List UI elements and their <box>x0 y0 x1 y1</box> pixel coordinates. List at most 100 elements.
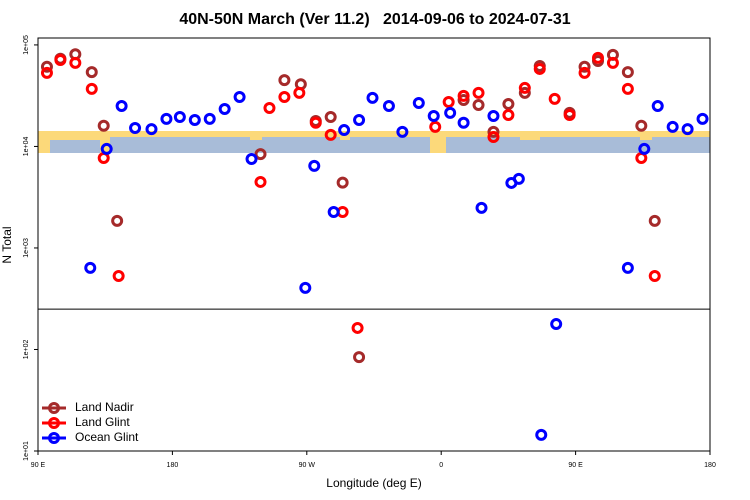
map-land <box>652 137 710 153</box>
legend-label: Land Nadir <box>75 400 134 414</box>
x-tick-label: 90 E <box>31 462 46 469</box>
data-point <box>548 92 561 105</box>
data-point <box>635 119 648 132</box>
data-point <box>621 82 634 95</box>
x-axis-label: Longitude (deg E) <box>326 476 421 490</box>
y-tick-label: 1e+04 <box>23 137 30 157</box>
data-point <box>145 123 158 136</box>
data-point <box>112 269 125 282</box>
data-point <box>442 96 455 109</box>
data-point <box>592 51 604 64</box>
data-point <box>533 62 546 75</box>
data-point <box>487 125 500 138</box>
data-point <box>651 100 664 113</box>
data-point <box>100 142 113 155</box>
data-point <box>518 81 531 94</box>
data-point <box>338 124 351 137</box>
x-tick-label: 0 <box>439 462 443 469</box>
data-point <box>278 90 291 103</box>
data-point <box>54 54 67 67</box>
data-point <box>457 89 470 102</box>
data-point <box>327 206 340 219</box>
legend-label: Land Glint <box>75 415 130 429</box>
data-point <box>353 114 366 127</box>
y-axis-label: N Total <box>0 226 14 263</box>
data-point <box>188 114 201 127</box>
data-point <box>382 100 395 113</box>
data-point <box>606 56 619 69</box>
map-land <box>350 137 430 153</box>
data-point <box>233 90 246 103</box>
data-point <box>40 66 53 79</box>
map-land <box>262 137 340 153</box>
plot-area: 90 E 180 90 W 0 90 E 180 1e+01 1e+02 1e+03 1e+04 1… <box>23 35 716 469</box>
data-point <box>351 321 364 334</box>
data-point <box>218 102 231 115</box>
chart-title: 40N-50N March (Ver 11.2) 2014-09-06 to 2… <box>179 11 570 28</box>
data-point <box>502 97 515 110</box>
data-point <box>40 60 53 73</box>
data-point <box>245 152 258 165</box>
data-point <box>324 128 337 141</box>
data-point <box>457 93 470 106</box>
data-point <box>69 56 82 69</box>
y-tick-label: 1e+05 <box>23 35 30 55</box>
legend-marker <box>48 417 60 429</box>
data-point <box>666 120 679 133</box>
data-point <box>621 261 634 274</box>
data-point <box>472 86 485 99</box>
x-tick-label: 90 W <box>299 462 316 469</box>
data-point <box>111 214 124 227</box>
map-land <box>340 140 350 153</box>
data-point <box>638 142 651 155</box>
data-point <box>429 120 442 133</box>
data-point <box>293 86 306 99</box>
data-point <box>254 175 267 188</box>
data-point <box>535 428 548 441</box>
y-tick-label: 1e+02 <box>23 340 30 360</box>
data-point <box>648 269 661 282</box>
map-land <box>540 137 640 153</box>
data-point <box>324 110 337 123</box>
data-point <box>336 176 349 189</box>
data-point <box>696 112 709 125</box>
data-point <box>366 91 379 104</box>
data-point <box>563 109 576 122</box>
data-point <box>412 96 425 109</box>
data-point <box>518 86 531 99</box>
data-point <box>475 201 488 214</box>
data-point <box>621 66 634 79</box>
plot-frame <box>37 37 711 452</box>
data-point <box>487 130 500 143</box>
map-land <box>50 140 100 153</box>
x-tick-label: 90 E <box>568 462 583 469</box>
data-point <box>203 112 216 125</box>
legend-label: Ocean Glint <box>75 430 139 444</box>
data-point <box>396 125 409 138</box>
data-point <box>84 261 97 274</box>
data-point <box>512 172 525 185</box>
data-point <box>85 82 98 95</box>
data-point <box>263 102 276 115</box>
legend-marker <box>48 402 60 414</box>
data-point <box>472 98 485 111</box>
data-point <box>309 116 322 129</box>
map-band <box>38 131 710 153</box>
data-point <box>681 123 694 136</box>
x-tick-label: 180 <box>704 462 716 469</box>
legend-marker <box>48 432 60 444</box>
data-point <box>173 110 186 123</box>
data-point <box>550 318 563 331</box>
map-land <box>520 140 540 153</box>
y-tick-label: 1e+03 <box>23 238 30 258</box>
data-point <box>427 109 440 122</box>
data-point <box>299 281 312 294</box>
data-point <box>129 121 142 134</box>
data-point <box>578 66 591 79</box>
data-point <box>97 119 110 132</box>
y-tick-label: 1e+01 <box>23 441 30 461</box>
data-point <box>160 112 173 125</box>
data-point <box>457 116 470 129</box>
